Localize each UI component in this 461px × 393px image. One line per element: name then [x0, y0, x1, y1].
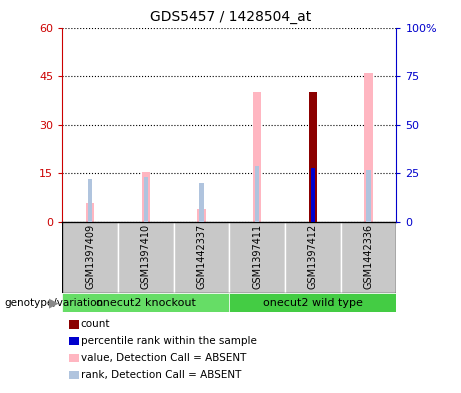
Bar — [62, 293, 229, 312]
Bar — [365, 73, 373, 222]
Text: GSM1397412: GSM1397412 — [308, 224, 318, 289]
Text: count: count — [81, 319, 110, 329]
Bar — [253, 92, 261, 222]
Bar — [255, 165, 260, 222]
Bar — [143, 177, 148, 222]
Bar — [174, 222, 229, 293]
Text: onecut2 wild type: onecut2 wild type — [263, 298, 363, 308]
Text: genotype/variation: genotype/variation — [5, 298, 104, 309]
Text: rank, Detection Call = ABSENT: rank, Detection Call = ABSENT — [81, 370, 241, 380]
Text: ▶: ▶ — [49, 297, 59, 310]
Bar — [341, 222, 396, 293]
Text: GSM1397411: GSM1397411 — [252, 224, 262, 289]
Bar — [118, 222, 174, 293]
Bar — [229, 293, 396, 312]
Bar — [62, 222, 118, 293]
Bar — [309, 92, 317, 222]
Text: GSM1442337: GSM1442337 — [196, 224, 207, 289]
Bar — [311, 167, 315, 222]
Bar — [285, 222, 341, 293]
Bar — [142, 172, 150, 222]
Bar — [197, 209, 206, 222]
Bar — [86, 203, 94, 222]
Text: onecut2 knockout: onecut2 knockout — [96, 298, 196, 308]
Bar — [311, 167, 315, 222]
Text: GDS5457 / 1428504_at: GDS5457 / 1428504_at — [150, 10, 311, 24]
Text: GSM1397409: GSM1397409 — [85, 224, 95, 289]
Text: value, Detection Call = ABSENT: value, Detection Call = ABSENT — [81, 353, 246, 363]
Text: GSM1442336: GSM1442336 — [364, 224, 373, 289]
Text: percentile rank within the sample: percentile rank within the sample — [81, 336, 257, 346]
Bar — [366, 169, 371, 222]
Text: GSM1397410: GSM1397410 — [141, 224, 151, 289]
Bar — [309, 92, 317, 222]
Bar — [199, 183, 204, 222]
Bar — [88, 179, 92, 222]
Bar — [229, 222, 285, 293]
